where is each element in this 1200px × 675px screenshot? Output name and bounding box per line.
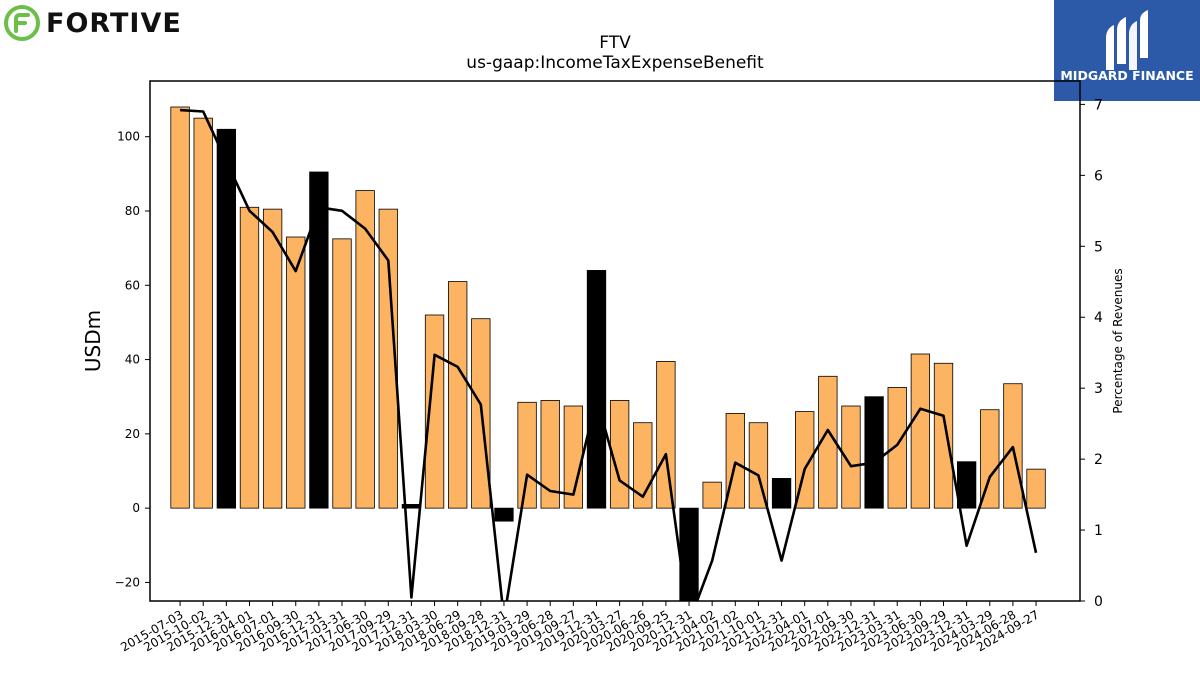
y-tick-label: 20 — [125, 427, 140, 441]
bar-2016-07-01 — [262, 208, 283, 509]
bars-layer — [170, 106, 1046, 601]
y2-tick-label: 1 — [1094, 523, 1103, 539]
bar-2021-12-31 — [771, 478, 792, 509]
bar-2016-12-31 — [309, 171, 329, 509]
midgard-logo-background — [1054, 0, 1200, 101]
plot-frame — [149, 80, 1081, 602]
y-axis-label: USDm — [81, 310, 105, 372]
bar-2018-12-31 — [494, 507, 514, 522]
bar-2024-09-27 — [1026, 468, 1046, 509]
bar-2021-04-02 — [702, 481, 722, 509]
axes-layer: −20020406080100012345672015-07-032015-10… — [115, 80, 1103, 654]
y2-tick-label: 7 — [1094, 97, 1103, 113]
bar-2015-10-02 — [193, 117, 213, 509]
percentage-line — [180, 108, 1038, 601]
y-tick-label: −20 — [115, 575, 140, 589]
y2-axis-label: Percentage of Revenues — [1111, 268, 1125, 413]
bar-2017-06-30 — [355, 190, 375, 509]
y2-tick-label: 5 — [1094, 239, 1103, 255]
y-tick-label: 60 — [125, 278, 140, 292]
bar-2017-03-31 — [332, 238, 352, 509]
fortive-logo-text: FORTIVE — [46, 7, 182, 39]
chart-title: FTV — [599, 33, 631, 53]
bar-2016-09-30 — [286, 236, 306, 509]
chart-subtitle: us-gaap:IncomeTaxExpenseBenefit — [466, 53, 764, 73]
midgard-finance-logo: MIDGARD FINANCE — [1054, 0, 1200, 101]
bar-2017-09-29 — [378, 208, 398, 509]
fortive-logo-icon — [4, 5, 40, 41]
bar-2019-03-29 — [517, 401, 537, 509]
y-tick-label: 0 — [132, 501, 140, 515]
bar-2023-06-30 — [910, 353, 931, 509]
y-tick-label: 80 — [125, 204, 140, 218]
bar-2023-12-31 — [956, 461, 977, 509]
bar-2019-12-31 — [586, 270, 607, 509]
bar-2020-09-25 — [656, 361, 676, 509]
midgard-logo-icon — [1106, 10, 1148, 70]
y2-tick-label: 6 — [1094, 168, 1103, 184]
bar-2022-09-30 — [841, 405, 861, 509]
bar-2018-03-30 — [424, 314, 445, 509]
y2-tick-label: 3 — [1094, 381, 1103, 397]
y2-tick-label: 0 — [1094, 594, 1103, 610]
bar-2020-03-27 — [609, 400, 630, 509]
y-tick-label: 100 — [117, 130, 140, 144]
bar-2023-03-31 — [887, 387, 907, 509]
line-layer — [180, 108, 1038, 601]
bar-2024-03-29 — [980, 409, 1000, 509]
fortive-logo: FORTIVE — [4, 4, 182, 42]
bar-2021-10-01 — [748, 422, 769, 509]
bar-2023-09-29 — [933, 362, 954, 509]
bar-2018-06-29 — [448, 281, 468, 509]
bar-2016-04-01 — [239, 206, 260, 509]
bar-2022-12-31 — [864, 396, 884, 509]
bar-2015-12-31 — [216, 128, 236, 509]
y2-tick-label: 4 — [1094, 310, 1103, 326]
bar-2015-07-03 — [170, 106, 190, 509]
y-tick-label: 40 — [125, 353, 140, 367]
midgard-logo-text: MIDGARD FINANCE — [1060, 68, 1193, 83]
bar-2019-06-28 — [540, 400, 560, 509]
y2-tick-label: 2 — [1094, 452, 1103, 468]
